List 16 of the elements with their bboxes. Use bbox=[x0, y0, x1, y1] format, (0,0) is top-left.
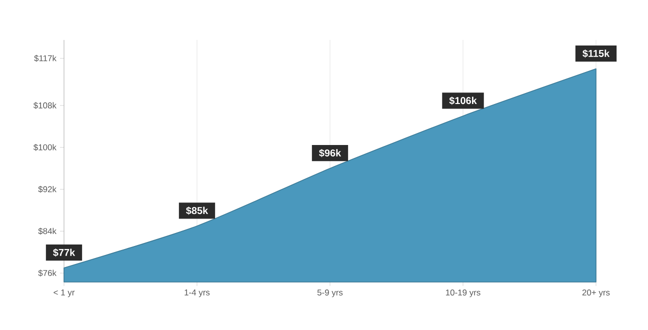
x-tick-label: < 1 yr bbox=[54, 290, 75, 298]
y-tick-label: $100k bbox=[34, 144, 56, 151]
data-label: $115k bbox=[582, 49, 610, 58]
x-tick-label: 10-19 yrs bbox=[446, 290, 480, 298]
x-tick-label: 20+ yrs bbox=[582, 290, 610, 298]
y-tick-label: $108k bbox=[34, 102, 56, 109]
y-tick-label: $76k bbox=[38, 270, 56, 277]
y-tick-label: $92k bbox=[38, 186, 56, 193]
y-tick-label: $117k bbox=[34, 54, 56, 62]
x-tick-label: 5-9 yrs bbox=[317, 290, 343, 298]
x-tick-label: 1-4 yrs bbox=[184, 290, 210, 298]
data-label: $106k bbox=[449, 96, 477, 105]
data-label: $96k bbox=[319, 148, 342, 158]
data-label: $77k bbox=[53, 248, 76, 257]
data-label: $85k bbox=[186, 206, 208, 215]
y-tick-label: $84k bbox=[38, 228, 56, 235]
